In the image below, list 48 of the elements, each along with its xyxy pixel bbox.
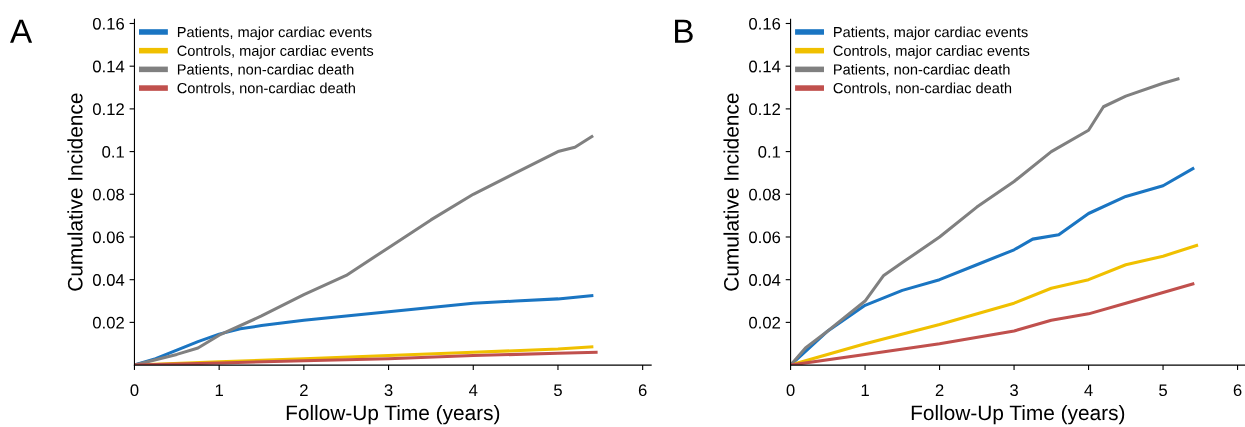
line-series <box>790 282 1195 366</box>
y-tick-label: 0.04 <box>92 274 125 286</box>
x-tick-label: 1 <box>215 384 223 396</box>
x-tick-label: 5 <box>1159 384 1167 397</box>
y-tick-label: 0.06 <box>92 231 125 244</box>
y-tick-label: 0.12 <box>749 103 781 116</box>
x-tick-label: 6 <box>638 384 647 397</box>
y-tick-label: 0.02 <box>749 316 781 329</box>
y-axis-title: Cumulative Incidence <box>723 93 739 291</box>
y-tick-label: 0.06 <box>749 231 781 244</box>
y-axis-title: Cumulative Incidence <box>67 93 83 291</box>
y-tick-label: 0.04 <box>749 274 781 286</box>
x-tick-label: 3 <box>384 384 393 397</box>
x-tick-label: 2 <box>300 384 308 396</box>
legend-label: Patients, non-cardiac death <box>177 63 354 77</box>
legend-label: Controls, major cardiac events <box>833 45 1030 59</box>
x-tick-label: 5 <box>554 384 562 397</box>
x-tick-label: 4 <box>469 384 478 396</box>
x-tick-label: 6 <box>1233 384 1242 397</box>
y-tick-label: 0.08 <box>92 188 125 201</box>
x-tick-label: 0 <box>786 384 795 397</box>
legend-label: Patients, major cardiac events <box>834 26 1028 41</box>
legend-label: Patients, major cardiac events <box>177 26 372 41</box>
x-axis-title: Follow-Up Time (years) <box>286 404 500 425</box>
y-tick-label: 0.16 <box>749 17 781 30</box>
line-series <box>134 350 598 366</box>
y-tick-label: 0.16 <box>92 17 125 30</box>
legend-label: Controls, non-cardiac death <box>833 82 1012 96</box>
x-tick-label: 4 <box>1084 384 1093 396</box>
y-tick-label: 0.08 <box>749 188 781 201</box>
x-tick-label: 0 <box>130 384 139 397</box>
x-tick-label: 1 <box>861 384 869 396</box>
legend-label: Patients, non-cardiac death <box>834 63 1010 77</box>
chart-title: B <box>675 19 693 43</box>
y-tick-label: 0.12 <box>92 103 124 116</box>
line-series <box>134 135 594 366</box>
x-tick-label: 3 <box>1010 384 1018 397</box>
y-tick-label: 0.14 <box>92 60 125 73</box>
y-tick-label: 0.1 <box>102 145 124 158</box>
x-tick-label: 2 <box>935 384 944 396</box>
x-axis-title: Follow-Up Time (years) <box>911 404 1125 425</box>
y-tick-label: 0.14 <box>749 60 781 73</box>
y-tick-label: 0.1 <box>758 145 781 158</box>
y-tick-label: 0.02 <box>92 316 124 329</box>
legend-label: Controls, major cardiac events <box>177 45 374 59</box>
chart-title: A <box>10 19 33 43</box>
legend-label: Controls, non-cardiac death <box>177 82 355 96</box>
line-series <box>790 77 1180 366</box>
